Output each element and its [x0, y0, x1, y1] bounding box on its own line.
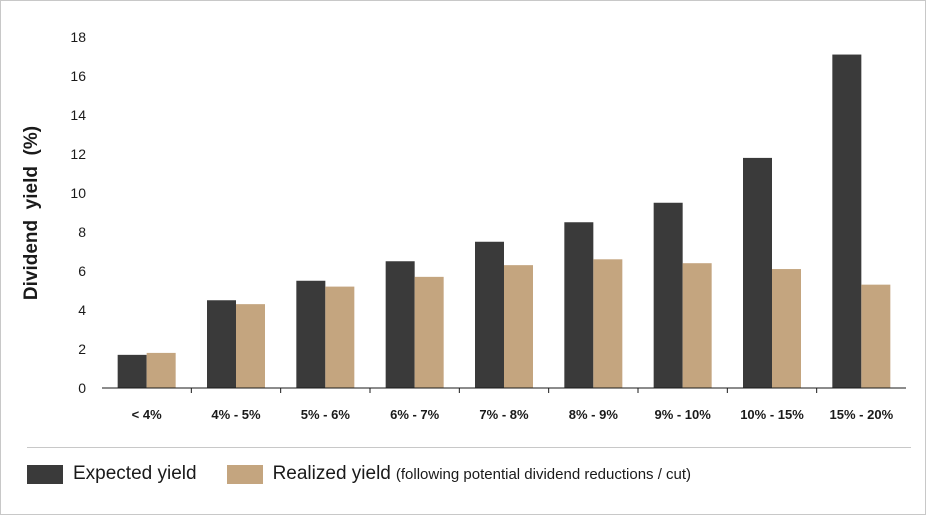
x-tick-label: 9% - 10%: [654, 407, 711, 422]
legend-item-expected: Expected yield: [27, 463, 197, 485]
bar-realized: [772, 269, 801, 388]
x-tick-label: < 4%: [132, 407, 162, 422]
bar-expected: [564, 222, 594, 388]
y-tick-label: 8: [78, 224, 86, 240]
legend-swatch-expected: [27, 464, 63, 484]
bar-group: [117, 54, 891, 389]
legend-item-realized: Realized yield (following potential divi…: [226, 463, 692, 485]
y-tick-label: 6: [78, 263, 86, 279]
y-tick-label: 4: [78, 302, 86, 318]
y-tick-label: 10: [70, 185, 86, 201]
y-tick-label: 14: [70, 107, 86, 123]
x-tick-label: 15% - 20%: [830, 407, 894, 422]
legend-note-realized: (following potential dividend reductions…: [395, 465, 692, 483]
y-tick-label: 2: [78, 341, 86, 357]
bar-realized: [861, 284, 891, 388]
bar-expected: [296, 280, 326, 388]
bar-realized: [146, 352, 176, 388]
bar-realized: [593, 259, 623, 388]
bar-expected: [832, 54, 862, 389]
bar-expected: [117, 354, 147, 388]
bar-expected: [653, 202, 683, 388]
bar-realized: [236, 304, 265, 388]
x-tick-label: 5% - 6%: [301, 407, 351, 422]
y-tick-label: 16: [70, 68, 86, 84]
bar-expected: [207, 300, 236, 388]
bar-realized: [325, 286, 355, 388]
bar-realized: [682, 263, 712, 388]
legend-label-realized: Realized yield: [272, 463, 391, 484]
bar-expected: [475, 241, 504, 388]
bar-realized: [414, 276, 444, 388]
y-axis-label: Dividend yield (%): [21, 125, 42, 301]
x-tick-label: 4% - 5%: [211, 407, 261, 422]
y-tick-label: 12: [70, 146, 86, 162]
legend-divider: [27, 447, 911, 448]
bar-expected: [743, 157, 772, 388]
x-axis-ticks: < 4% 4% - 5% 5% - 6% 6% - 7% 7% - 8% 8% - 9% 9…: [132, 388, 894, 422]
bar-realized: [504, 265, 533, 388]
y-tick-label: 18: [70, 29, 86, 45]
x-tick-label: 6% - 7%: [390, 407, 440, 422]
x-tick-label: 10% - 15%: [740, 407, 804, 422]
y-tick-label: 0: [78, 380, 86, 396]
y-axis-ticks: 0 2 4 6 8 10 12 14 16 18: [70, 29, 86, 396]
legend-swatch-realized: [226, 464, 263, 484]
x-tick-label: 8% - 9%: [569, 407, 619, 422]
legend: Expected yield Realized yield (following…: [27, 462, 721, 486]
x-tick-label: 7% - 8%: [479, 407, 529, 422]
legend-label-expected: Expected yield: [73, 463, 197, 484]
bar-expected: [385, 261, 415, 388]
